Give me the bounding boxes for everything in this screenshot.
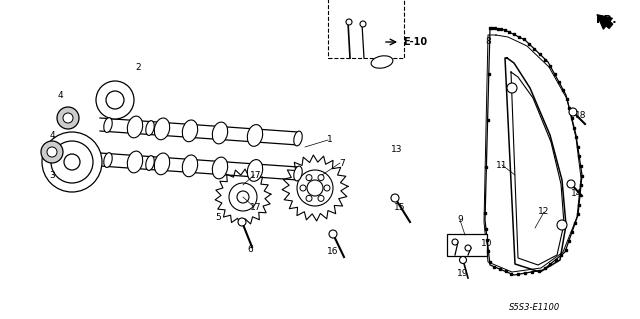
Text: E-10: E-10 [403,37,427,47]
Circle shape [465,245,471,251]
Circle shape [237,191,249,203]
Ellipse shape [371,56,393,68]
Text: 17: 17 [250,203,262,211]
Circle shape [42,132,102,192]
FancyBboxPatch shape [447,234,487,256]
Text: 11: 11 [496,160,508,169]
Circle shape [360,21,366,27]
Circle shape [567,180,575,188]
Ellipse shape [212,157,228,179]
Text: 7: 7 [339,159,345,167]
Ellipse shape [104,153,112,167]
Ellipse shape [182,155,198,177]
Text: 10: 10 [481,239,493,248]
Ellipse shape [247,160,262,181]
Circle shape [238,218,246,226]
Text: 14: 14 [572,189,582,197]
Text: 4: 4 [57,91,63,100]
Circle shape [63,113,73,123]
Circle shape [297,170,333,206]
Circle shape [324,185,330,191]
Text: 17: 17 [250,170,262,180]
Ellipse shape [247,125,262,146]
Circle shape [106,91,124,109]
Ellipse shape [294,131,302,146]
Circle shape [452,239,458,245]
Circle shape [318,196,324,201]
Text: 19: 19 [457,270,468,278]
Circle shape [57,107,79,129]
Circle shape [41,141,63,163]
Circle shape [569,108,577,116]
Circle shape [507,83,517,93]
Text: 13: 13 [391,145,403,154]
Circle shape [460,256,467,263]
Text: S5S3-E1100: S5S3-E1100 [509,303,561,313]
Ellipse shape [104,118,112,132]
Circle shape [96,81,134,119]
Circle shape [51,141,93,183]
Ellipse shape [154,118,170,140]
Ellipse shape [127,151,143,173]
Ellipse shape [212,122,228,144]
Text: 1: 1 [327,136,333,145]
Circle shape [557,220,567,230]
Text: 4: 4 [49,130,55,139]
Text: 3: 3 [49,170,55,180]
Text: FR.: FR. [596,15,616,25]
Circle shape [300,185,306,191]
Circle shape [307,180,323,196]
Circle shape [229,183,257,211]
FancyBboxPatch shape [328,0,404,58]
Circle shape [346,19,352,25]
Ellipse shape [146,121,154,136]
Ellipse shape [182,120,198,142]
Text: 15: 15 [394,203,406,211]
Ellipse shape [154,153,170,175]
Circle shape [391,194,399,202]
Ellipse shape [127,116,143,138]
Text: 16: 16 [327,248,339,256]
Circle shape [47,147,57,157]
Text: 6: 6 [247,246,253,255]
Circle shape [329,230,337,238]
Ellipse shape [294,166,302,181]
Circle shape [306,174,312,181]
Text: 18: 18 [575,112,587,121]
Text: 2: 2 [135,63,141,72]
FancyArrowPatch shape [597,15,612,29]
Text: 8: 8 [485,38,491,47]
Circle shape [64,154,80,170]
Text: 12: 12 [538,207,550,217]
Text: 9: 9 [457,216,463,225]
Circle shape [318,174,324,181]
Ellipse shape [146,156,154,170]
Text: 5: 5 [215,213,221,222]
Circle shape [306,196,312,201]
